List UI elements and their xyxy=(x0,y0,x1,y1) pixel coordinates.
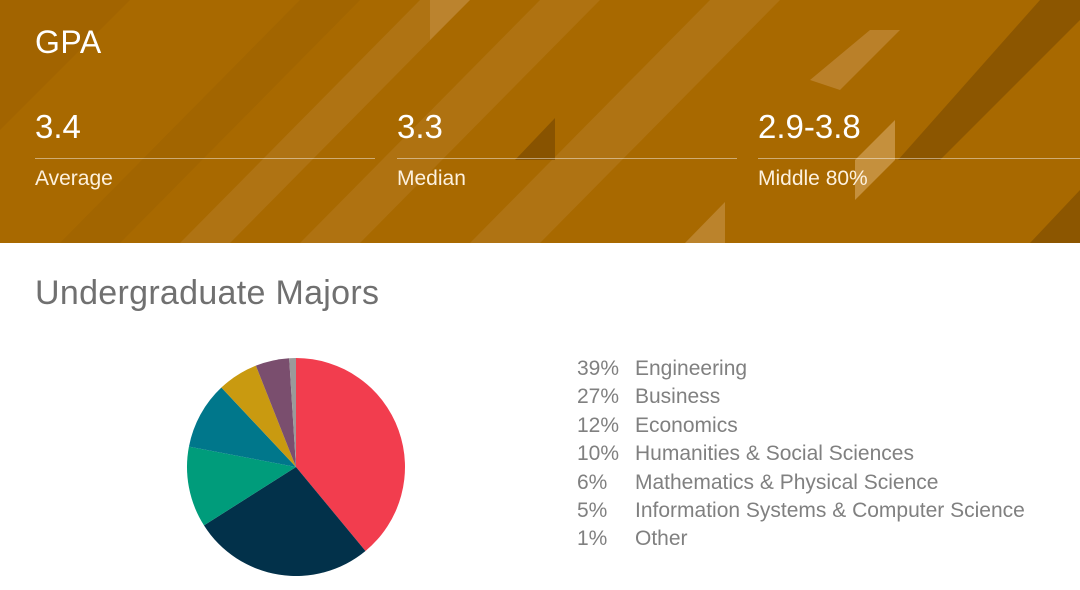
legend-item: 5% Information Systems & Computer Science xyxy=(577,497,1025,525)
legend-label: Business xyxy=(635,385,721,409)
legend-percent: 1% xyxy=(577,527,608,551)
pie-slice-humanities-social-sciences xyxy=(188,387,296,467)
legend-percent: 10% xyxy=(577,442,620,466)
legend-item: 10% Humanities & Social Sciences xyxy=(577,440,1025,468)
legend-label: Economics xyxy=(635,413,738,437)
divider xyxy=(397,158,737,159)
legend-percent: 5% xyxy=(577,498,608,522)
legend-item: 27% Business xyxy=(577,383,1025,411)
majors-legend: 39% Engineering 27% Business 12% Economics 10%… xyxy=(577,355,1025,554)
banner-stripes-decoration xyxy=(0,0,1080,243)
gpa-average-stat: 3.4 Average xyxy=(35,102,375,191)
gpa-median-stat: 3.3 Median xyxy=(397,102,737,191)
legend-item: 12% Economics xyxy=(577,412,1025,440)
pie-slice-information-systems-computer-science xyxy=(255,358,296,467)
legend-item: 6% Mathematics & Physical Science xyxy=(577,469,1025,497)
majors-pie-chart xyxy=(186,357,406,577)
gpa-average-value: 3.4 xyxy=(35,108,81,145)
legend-label: Mathematics & Physical Science xyxy=(635,470,939,494)
gpa-median-value: 3.3 xyxy=(397,108,443,145)
legend-percent: 6% xyxy=(577,470,608,494)
legend-percent: 27% xyxy=(577,385,620,409)
gpa-average-label: Average xyxy=(35,167,113,190)
legend-percent: 12% xyxy=(577,413,620,437)
pie-slice-business xyxy=(203,467,366,576)
pie-slice-engineering xyxy=(296,358,405,551)
legend-label: Humanities & Social Sciences xyxy=(635,442,914,466)
gpa-middle-80-label: Middle 80% xyxy=(758,167,868,190)
divider xyxy=(758,158,1080,159)
gpa-banner: GPA 3.4 Average 3.3 Median 2.9-3.8 Middl… xyxy=(0,0,1080,243)
legend-label: Engineering xyxy=(635,357,748,380)
gpa-middle-80-stat: 2.9-3.8 Middle 80% xyxy=(758,102,1080,191)
divider xyxy=(35,158,375,159)
pie-svg xyxy=(187,358,405,576)
pie-slice-mathematics-physical-science xyxy=(221,365,296,467)
pie-slice-economics xyxy=(187,446,296,526)
legend-item: 39% Engineering xyxy=(577,355,1025,383)
legend-label: Information Systems & Computer Science xyxy=(635,498,1025,522)
legend-item: 1% Other xyxy=(577,525,1025,553)
legend-label: Other xyxy=(635,527,688,551)
gpa-middle-80-value: 2.9-3.8 xyxy=(758,108,861,145)
gpa-title: GPA xyxy=(35,24,102,60)
gpa-median-label: Median xyxy=(397,167,466,190)
section-title: Undergraduate Majors xyxy=(35,274,380,312)
pie-slice-other xyxy=(289,358,296,467)
legend-percent: 39% xyxy=(577,357,620,380)
